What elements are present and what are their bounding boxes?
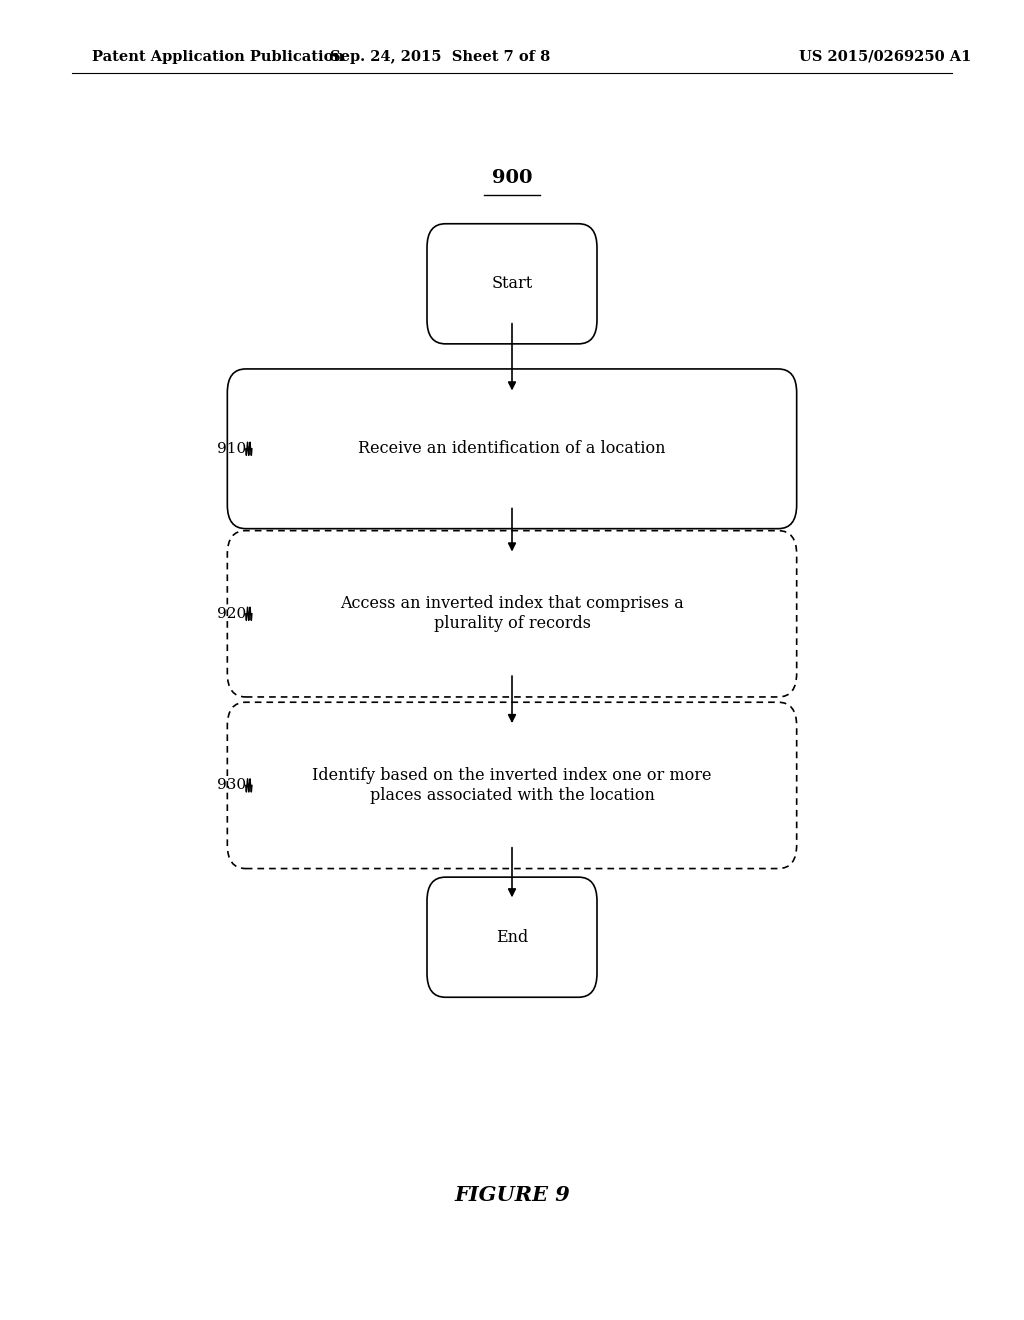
FancyBboxPatch shape [227,702,797,869]
Text: 910: 910 [216,442,246,455]
Text: Identify based on the inverted index one or more
places associated with the loca: Identify based on the inverted index one… [312,767,712,804]
Text: US 2015/0269250 A1: US 2015/0269250 A1 [799,50,971,63]
Text: Receive an identification of a location: Receive an identification of a location [358,441,666,457]
FancyBboxPatch shape [427,223,597,343]
Text: End: End [496,929,528,945]
FancyBboxPatch shape [427,878,597,998]
FancyBboxPatch shape [227,531,797,697]
Text: 920: 920 [216,607,246,620]
Text: 930: 930 [217,779,246,792]
FancyBboxPatch shape [227,368,797,528]
Text: Patent Application Publication: Patent Application Publication [92,50,344,63]
Text: Start: Start [492,276,532,292]
Text: 900: 900 [492,169,532,187]
Text: Sep. 24, 2015  Sheet 7 of 8: Sep. 24, 2015 Sheet 7 of 8 [330,50,551,63]
Text: FIGURE 9: FIGURE 9 [454,1184,570,1205]
Text: Access an inverted index that comprises a
plurality of records: Access an inverted index that comprises … [340,595,684,632]
